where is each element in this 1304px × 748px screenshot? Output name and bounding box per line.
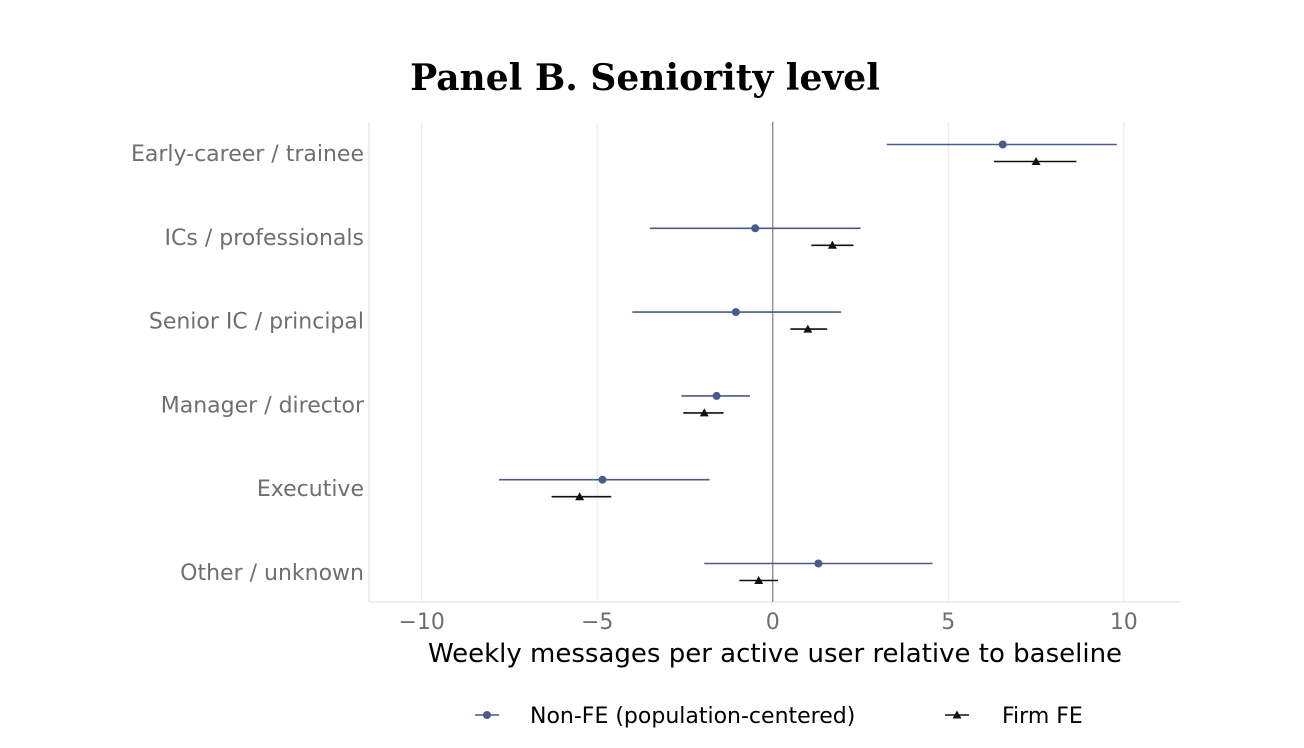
point-estimate — [998, 140, 1007, 149]
plot-frame — [368, 122, 1180, 603]
x-tick-label: −5 — [581, 610, 613, 635]
legend-marker — [483, 711, 491, 719]
point-estimate — [751, 224, 760, 233]
legend-item: Non-FE (population-centered) — [475, 704, 855, 729]
point-estimate — [712, 391, 721, 400]
series-group — [498, 140, 1117, 568]
x-tick-label: 10 — [1110, 610, 1138, 635]
x-tick-label: −10 — [398, 610, 444, 635]
x-tick-label: 5 — [941, 610, 955, 635]
x-tick-label: 0 — [766, 610, 780, 635]
point-estimate — [575, 492, 585, 501]
legend: Non-FE (population-centered) Firm FE — [475, 704, 1083, 729]
point-estimate — [814, 559, 823, 568]
point-estimate — [598, 475, 607, 484]
series — [498, 140, 1117, 584]
point-estimate — [803, 324, 813, 333]
category-label: Early-career / trainee — [131, 142, 364, 167]
category-label: ICs / professionals — [165, 226, 364, 251]
point-estimate — [754, 576, 764, 584]
point-estimate — [731, 308, 740, 317]
category-label: Manager / director — [161, 393, 365, 418]
category-label: Other / unknown — [180, 561, 364, 586]
legend-label: Non-FE (population-centered) — [530, 704, 855, 729]
legend-item: Firm FE — [945, 704, 1083, 729]
point-estimate — [827, 240, 837, 249]
category-label: Executive — [257, 477, 364, 502]
chart-title: Panel B. Seniority level — [410, 57, 880, 99]
series-group — [551, 157, 1077, 584]
legend-marker — [952, 710, 962, 719]
legend-label: Firm FE — [1002, 704, 1083, 729]
category-label: Senior IC / principal — [149, 310, 364, 335]
category-labels: Early-career / trainee ICs / professional… — [131, 142, 365, 586]
x-tick-labels: −10 −5 0 5 10 — [398, 610, 1137, 635]
point-estimate — [1031, 157, 1041, 165]
point-estimate — [699, 408, 709, 417]
x-axis-label: Weekly messages per active user relative… — [428, 639, 1122, 669]
